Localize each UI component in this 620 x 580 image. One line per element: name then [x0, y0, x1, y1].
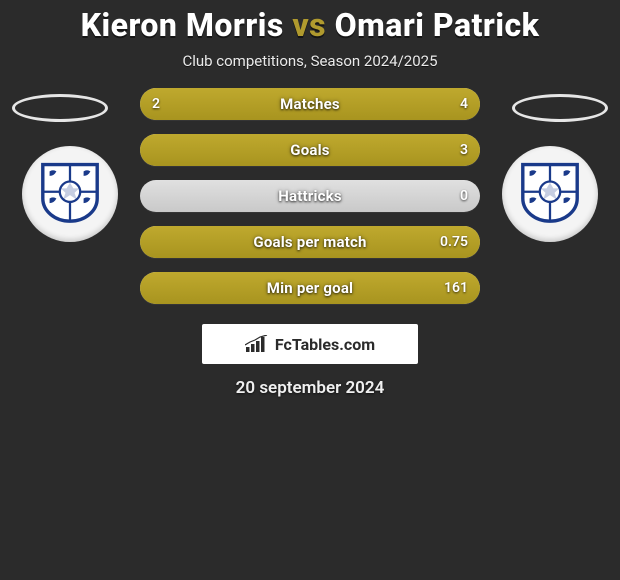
branding-box: FcTables.com — [202, 324, 418, 364]
bar-chart-icon — [245, 335, 269, 353]
bar-left-fill — [140, 88, 253, 120]
player1-club-badge — [22, 146, 118, 242]
stat-bar: Goals per match 0.75 — [140, 226, 480, 258]
bar-right-fill — [253, 88, 480, 120]
bar-empty-fill — [140, 180, 480, 212]
club-crest-icon — [36, 160, 104, 228]
page-title: Kieron Morris vs Omari Patrick — [0, 0, 620, 48]
bar-right-fill — [140, 272, 480, 304]
stat-bar: Min per goal 161 — [140, 272, 480, 304]
branding-text: FcTables.com — [275, 335, 375, 354]
stat-bar: Goals 3 — [140, 134, 480, 166]
left-ellipse-decoration — [12, 94, 108, 122]
club-crest-icon — [516, 160, 584, 228]
player1-name: Kieron Morris — [81, 6, 284, 44]
stat-bar: Hattricks 0 — [140, 180, 480, 212]
stat-bars: 2 Matches 4 Goals 3 Hattricks 0 Goals pe… — [140, 88, 480, 304]
vs-text: vs — [292, 6, 326, 44]
right-ellipse-decoration — [512, 94, 608, 122]
player2-name: Omari Patrick — [335, 6, 540, 44]
comparison-content: 2 Matches 4 Goals 3 Hattricks 0 Goals pe… — [0, 88, 620, 304]
player2-club-badge — [502, 146, 598, 242]
subtitle: Club competitions, Season 2024/2025 — [0, 52, 620, 70]
stat-bar: 2 Matches 4 — [140, 88, 480, 120]
bar-right-fill — [140, 226, 480, 258]
date-text: 20 september 2024 — [0, 378, 620, 398]
bar-right-fill — [140, 134, 480, 166]
